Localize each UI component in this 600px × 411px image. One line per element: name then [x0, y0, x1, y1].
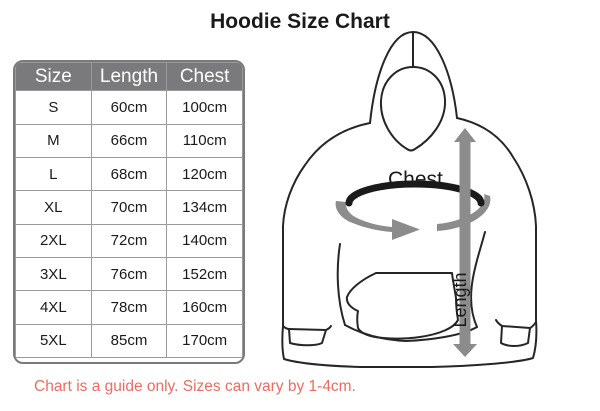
- svg-text:Length: Length: [450, 272, 470, 327]
- svg-text:Chest: Chest: [388, 168, 443, 191]
